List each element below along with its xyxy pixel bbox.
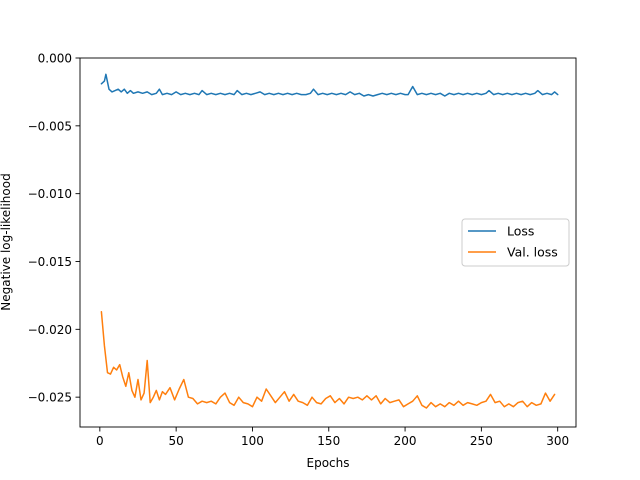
y-tick-label: −0.015 <box>28 255 72 269</box>
series-layer <box>100 73 559 409</box>
legend-label-loss: Loss <box>507 224 534 239</box>
x-tick-label: 100 <box>241 434 264 448</box>
y-tick-label: −0.005 <box>28 119 72 133</box>
y-tick-label: −0.020 <box>28 323 72 337</box>
x-tick-label: 200 <box>394 434 417 448</box>
plot-frame <box>79 57 577 428</box>
x-tick-label: 0 <box>96 434 104 448</box>
x-axis: 0 50 100 150 200 250 300 <box>96 427 569 448</box>
y-tick-label: −0.010 <box>28 187 72 201</box>
x-tick-label: 50 <box>169 434 184 448</box>
x-tick-label: 300 <box>546 434 569 448</box>
y-axis-title: Negative log-likelihood <box>0 173 13 310</box>
legend: Loss Val. loss <box>461 218 570 267</box>
x-tick-label: 250 <box>470 434 493 448</box>
x-tick-label: 150 <box>317 434 340 448</box>
legend-label-val-loss: Val. loss <box>507 245 558 260</box>
y-axis: 0.000 −0.005 −0.010 −0.015 −0.020 −0.025 <box>28 52 80 405</box>
series-line-loss <box>100 73 559 97</box>
x-axis-title: Epochs <box>307 456 350 470</box>
y-tick-label: 0.000 <box>38 52 72 66</box>
y-tick-label: −0.025 <box>28 391 72 405</box>
series-line-val-loss <box>100 310 556 409</box>
